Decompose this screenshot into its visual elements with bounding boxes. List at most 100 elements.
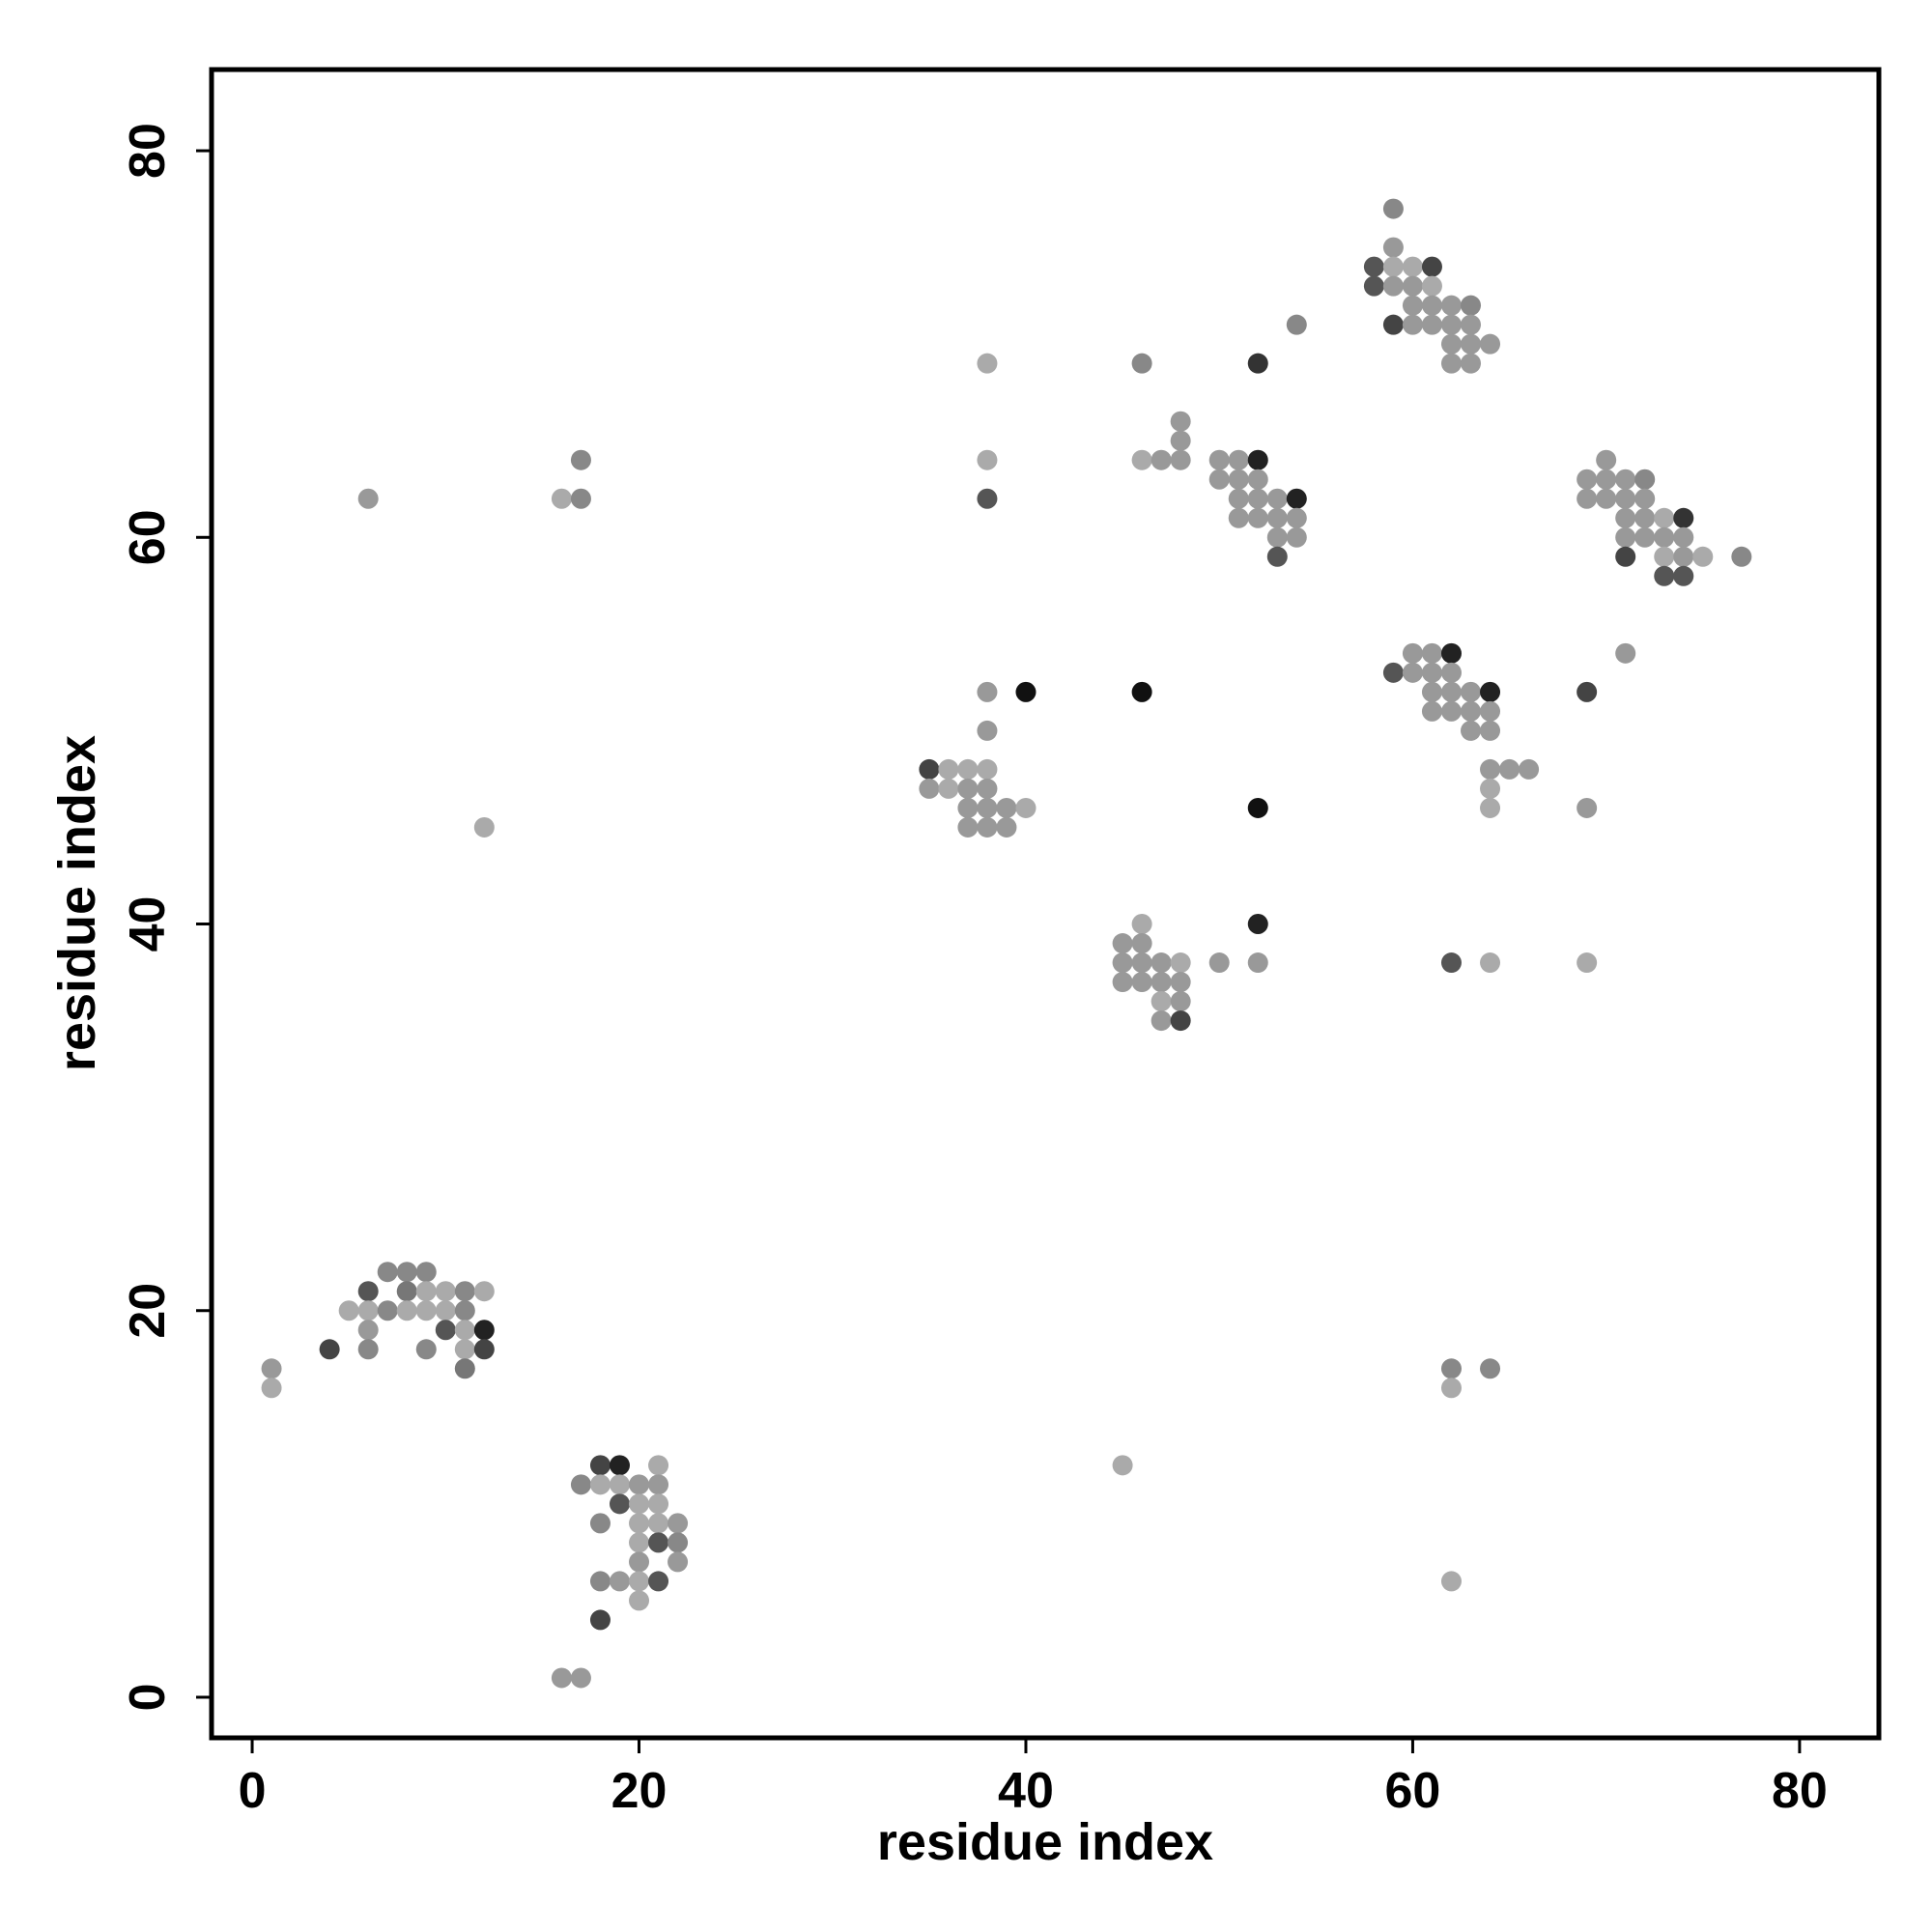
point xyxy=(1208,469,1230,490)
point xyxy=(357,1300,379,1321)
point xyxy=(1480,700,1501,722)
point xyxy=(1363,256,1384,277)
point xyxy=(1151,1010,1172,1032)
point xyxy=(435,1320,456,1341)
point xyxy=(1131,952,1152,974)
point xyxy=(1480,778,1501,799)
point xyxy=(1286,314,1307,335)
point xyxy=(1480,797,1501,818)
point xyxy=(609,1571,630,1592)
point xyxy=(1170,991,1191,1012)
point xyxy=(1382,198,1404,219)
point xyxy=(357,1281,379,1302)
point xyxy=(1247,488,1268,509)
point xyxy=(996,816,1017,838)
point xyxy=(1634,469,1656,490)
point xyxy=(1286,488,1307,509)
plot-frame xyxy=(209,67,1882,1741)
point xyxy=(1577,488,1598,509)
point xyxy=(570,449,591,470)
y-tick-label: 0 xyxy=(120,1684,176,1712)
point xyxy=(1461,314,1482,335)
point xyxy=(589,1513,611,1534)
point xyxy=(454,1358,475,1379)
point xyxy=(1131,972,1152,993)
point xyxy=(1440,952,1462,974)
point xyxy=(1673,565,1694,586)
point xyxy=(570,1667,591,1689)
point xyxy=(1480,681,1501,702)
point xyxy=(1615,488,1636,509)
point xyxy=(454,1320,475,1341)
point xyxy=(957,778,979,799)
point xyxy=(1421,681,1442,702)
point xyxy=(977,681,998,702)
point xyxy=(1131,914,1152,935)
point xyxy=(977,816,998,838)
point xyxy=(1382,256,1404,277)
point xyxy=(1673,526,1694,548)
x-axis-title: residue index xyxy=(877,1813,1213,1871)
point xyxy=(415,1262,437,1283)
point xyxy=(473,1281,495,1302)
point xyxy=(1421,700,1442,722)
point xyxy=(1151,972,1172,993)
point xyxy=(1577,681,1598,702)
y-tick-label: 40 xyxy=(120,896,176,952)
point xyxy=(977,488,998,509)
point xyxy=(1654,546,1675,567)
point xyxy=(1015,681,1037,702)
point xyxy=(1402,642,1423,664)
point xyxy=(1596,449,1617,470)
point xyxy=(1421,256,1442,277)
point xyxy=(551,488,572,509)
point xyxy=(357,1320,379,1341)
point xyxy=(1480,758,1501,780)
point xyxy=(1480,333,1501,355)
point xyxy=(589,1609,611,1631)
point xyxy=(648,1532,669,1553)
point xyxy=(1673,546,1694,567)
point xyxy=(415,1300,437,1321)
point xyxy=(1170,972,1191,993)
point xyxy=(1266,507,1288,528)
point xyxy=(648,1571,669,1592)
point xyxy=(1402,662,1423,683)
point xyxy=(648,1474,669,1495)
point xyxy=(1461,353,1482,374)
point xyxy=(1519,758,1540,780)
point xyxy=(1208,952,1230,974)
point xyxy=(957,816,979,838)
point xyxy=(668,1551,689,1573)
point xyxy=(473,1339,495,1360)
point xyxy=(668,1513,689,1534)
point xyxy=(919,778,940,799)
point xyxy=(1151,991,1172,1012)
point xyxy=(1402,256,1423,277)
point xyxy=(648,1493,669,1515)
point xyxy=(1440,353,1462,374)
point xyxy=(668,1532,689,1553)
point xyxy=(1461,333,1482,355)
point xyxy=(570,1474,591,1495)
point xyxy=(357,1339,379,1360)
y-tick-label: 20 xyxy=(120,1283,176,1339)
point xyxy=(1440,314,1462,335)
point xyxy=(977,720,998,741)
point xyxy=(1440,681,1462,702)
point xyxy=(1654,526,1675,548)
point xyxy=(1634,488,1656,509)
point xyxy=(454,1339,475,1360)
point xyxy=(629,1532,650,1553)
point xyxy=(377,1262,398,1283)
point xyxy=(957,758,979,780)
point xyxy=(357,488,379,509)
point xyxy=(1266,526,1288,548)
point xyxy=(454,1300,475,1321)
point xyxy=(1131,449,1152,470)
point xyxy=(1615,546,1636,567)
point xyxy=(396,1262,417,1283)
point xyxy=(1421,295,1442,316)
point xyxy=(977,353,998,374)
point xyxy=(1363,275,1384,297)
